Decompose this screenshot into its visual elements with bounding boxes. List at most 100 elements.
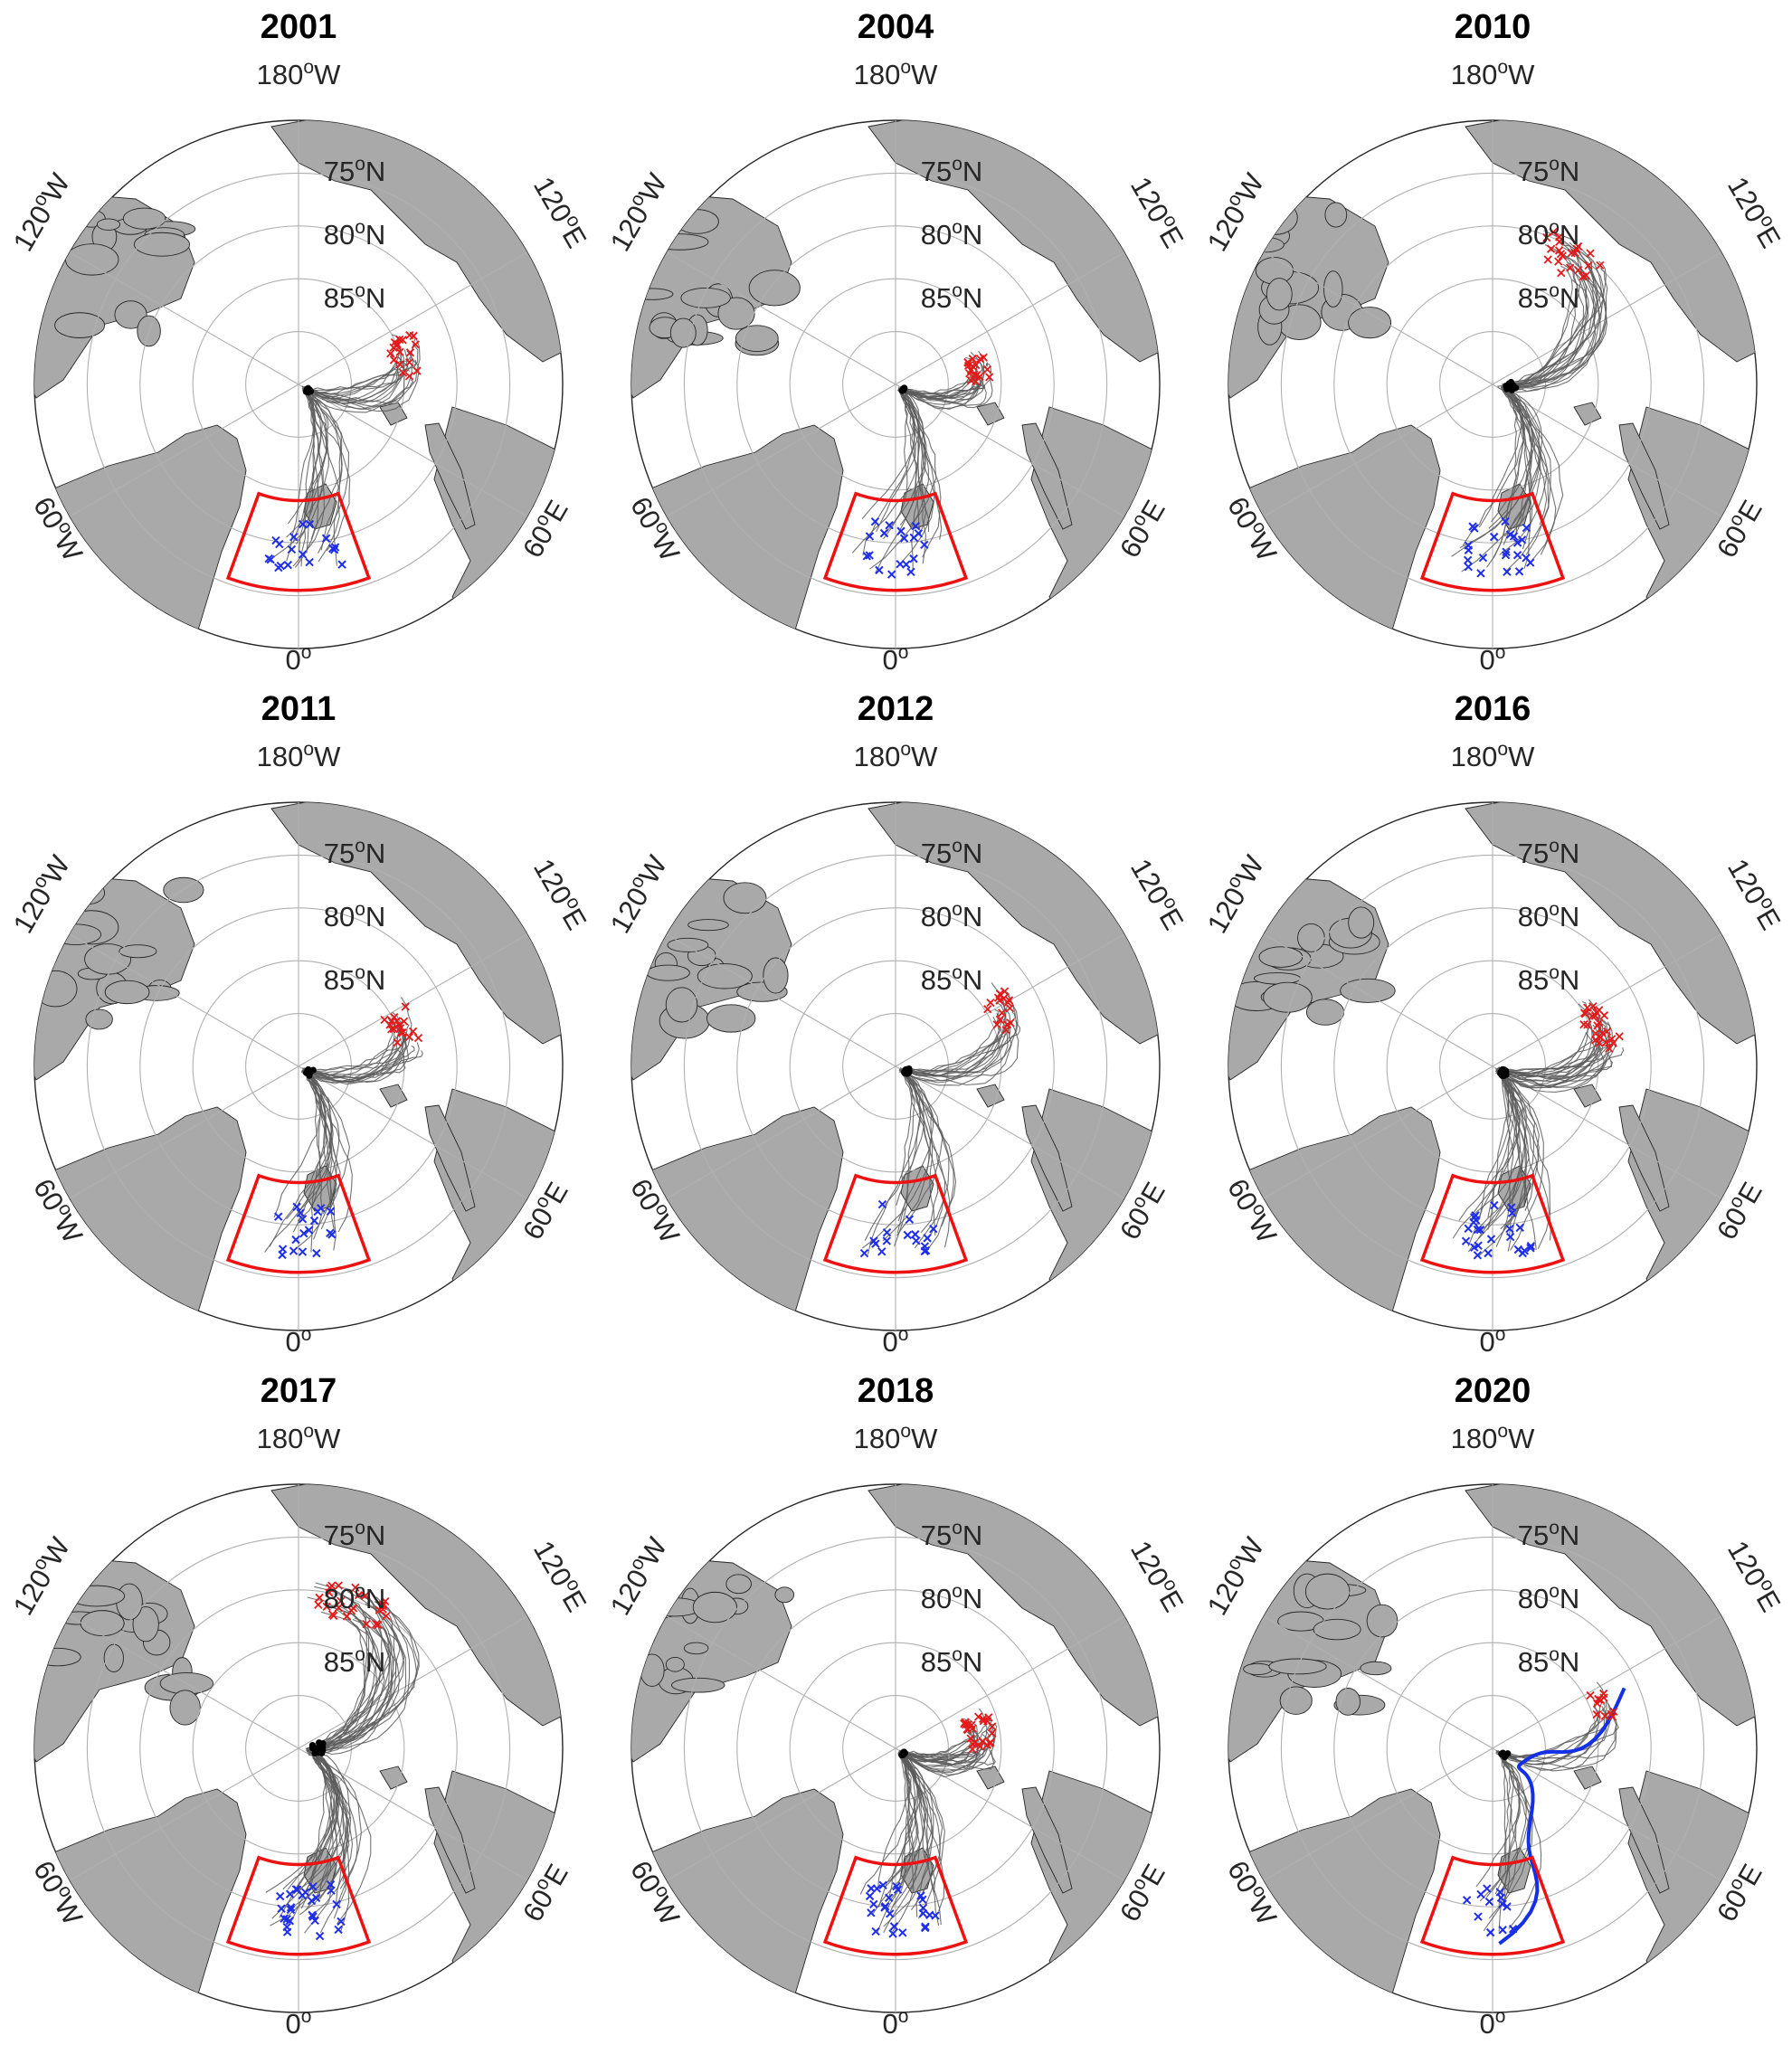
start-marker: [1478, 553, 1488, 563]
start-marker: [1464, 563, 1473, 572]
degree-symbol: o: [952, 280, 962, 301]
end-marker: [1598, 1028, 1607, 1037]
position-dot: [898, 387, 906, 394]
island: [667, 937, 709, 952]
lat-label-80n-hemisphere: N: [1560, 219, 1579, 251]
meridian-120: [895, 1615, 1125, 1749]
end-marker: [360, 1591, 370, 1601]
graticule: [69, 120, 528, 649]
start-marker: [289, 533, 299, 542]
lon-label-180w-hemisphere: W: [1508, 1423, 1535, 1454]
lon-label-60e-value: 60: [517, 520, 560, 563]
meridian-300: [69, 383, 299, 517]
lon-label-0-value: 0: [286, 1326, 301, 1358]
start-marker: [276, 561, 285, 571]
lat-label-75n-hemisphere: N: [365, 156, 385, 187]
lat-label-80n-value: 80: [1518, 219, 1549, 251]
start-marker: [276, 1891, 285, 1901]
degree-symbol: o: [303, 1421, 314, 1442]
start-marker: [885, 521, 894, 530]
start-marker: [906, 567, 915, 576]
end-marker: [1592, 1709, 1601, 1719]
island: [697, 963, 753, 989]
island: [34, 1647, 81, 1667]
degree-symbol: o: [1549, 1644, 1560, 1665]
start-marker: [1505, 1232, 1515, 1242]
start-marker: [909, 554, 918, 563]
drift-track: [899, 1002, 1007, 1240]
drift-track: [1496, 1044, 1608, 1250]
island: [763, 957, 789, 994]
drift-track: [851, 378, 987, 554]
degree-symbol: o: [1495, 1324, 1506, 1345]
lon-label-180w-value: 180: [1451, 741, 1498, 772]
lon-label-180w: 180oW: [257, 57, 341, 90]
lat-label-75n-value: 75: [1518, 838, 1549, 869]
end-marker: [998, 1008, 1007, 1018]
island: [1304, 1573, 1351, 1610]
lon-label-120e: 120oE: [527, 853, 594, 935]
start-marker: [274, 1212, 283, 1221]
region-box: [225, 1173, 372, 1274]
lon-label-120e-hemisphere: E: [1153, 1586, 1190, 1617]
island: [675, 209, 719, 234]
lon-label-120e-hemisphere: E: [1750, 1586, 1787, 1617]
lon-label-0: 0o: [883, 642, 909, 676]
degree-symbol: o: [301, 2006, 312, 2027]
lon-label-120w: 120oW: [5, 166, 77, 256]
start-marker: [326, 1879, 336, 1889]
end-marker: [387, 1025, 396, 1034]
start-marker: [882, 1228, 892, 1237]
meridian-120: [1492, 251, 1722, 385]
panel-title: 2010: [1455, 8, 1531, 46]
drift-track: [1501, 251, 1595, 569]
map-panel-2001: 2001 180oW 0o 120oW 120oE 60oW 60oE 75oN 80oN 85o…: [0, 0, 597, 681]
start-marker: [862, 552, 871, 561]
meridian-240: [666, 933, 896, 1067]
lon-label-120w: 120oW: [602, 848, 674, 938]
end-marker: [1615, 1032, 1624, 1041]
franz-josef-landmass: [379, 402, 408, 426]
end-marker: [314, 1600, 323, 1609]
lon-label-60e-value: 60: [1114, 1202, 1157, 1245]
meridian-240: [1263, 933, 1493, 1067]
start-marker: [311, 1893, 321, 1903]
island: [132, 1606, 159, 1643]
lon-label-0: 0o: [1480, 1324, 1506, 1358]
end-marker: [389, 1024, 398, 1034]
panel-title: 2017: [261, 1372, 337, 1410]
drift-track: [1483, 1716, 1617, 1932]
start-marker: [291, 1885, 301, 1894]
start-marker: [1526, 1241, 1536, 1251]
lon-label-180w: 180oW: [1451, 739, 1535, 772]
lon-label-0: 0o: [1480, 642, 1506, 676]
meridian-240: [666, 1615, 896, 1749]
end-marker: [1565, 263, 1575, 272]
lon-label-60e-value: 60: [1114, 520, 1157, 563]
end-marker: [395, 335, 404, 345]
lon-label-120w: 120oW: [5, 1530, 77, 1620]
degree-symbol: o: [1495, 642, 1506, 663]
lon-label-180w-value: 180: [1451, 1423, 1498, 1454]
lat-label-85n-hemisphere: N: [962, 1646, 982, 1678]
island: [683, 1642, 709, 1655]
start-marker: [308, 1882, 318, 1891]
novaya-zemlya-landmass: [1021, 422, 1073, 530]
position-dot: [311, 1745, 318, 1752]
end-marker: [342, 1612, 352, 1621]
position-dot: [305, 389, 312, 396]
start-marker: [1501, 551, 1511, 560]
meridian-300: [666, 1747, 896, 1881]
start-marker: [337, 1917, 346, 1927]
lat-label-85n-value: 85: [921, 282, 952, 314]
end-marker: [1554, 246, 1564, 255]
end-marker: [396, 1028, 405, 1037]
end-marker: [382, 1611, 391, 1621]
lat-label-80n: 80oN: [324, 217, 386, 251]
lon-label-120w-value: 120: [604, 200, 655, 256]
degree-symbol: o: [355, 836, 365, 857]
end-marker: [404, 372, 414, 381]
end-marker: [334, 1581, 343, 1590]
